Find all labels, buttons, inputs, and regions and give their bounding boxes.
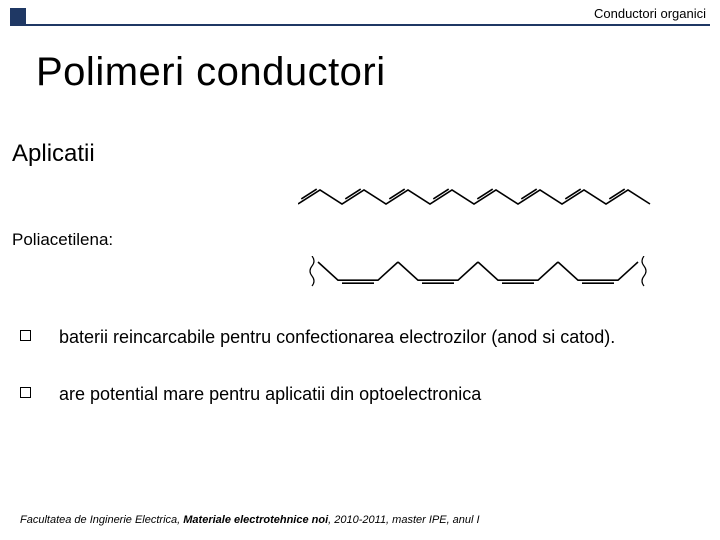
list-item: are potential mare pentru aplicatii din …: [20, 383, 690, 406]
polymer-label: Poliacetilena:: [12, 230, 113, 250]
list-item: baterii reincarcabile pentru confectiona…: [20, 326, 690, 349]
bullet-marker-icon: [20, 387, 31, 398]
header-accent-line: [10, 24, 710, 26]
footer-prefix: Facultatea de Inginerie Electrica,: [20, 514, 183, 526]
cis-polyacetylene-diagram: [298, 256, 698, 296]
bullet-marker-icon: [20, 330, 31, 341]
bullet-list: baterii reincarcabile pentru confectiona…: [20, 326, 690, 439]
bullet-text: baterii reincarcabile pentru confectiona…: [59, 326, 615, 349]
trans-polyacetylene-diagram: [298, 186, 658, 214]
slide-header: Conductori organici: [10, 8, 710, 36]
header-label: Conductori organici: [594, 6, 706, 21]
footer-bold: Materiale electrotehnice noi: [183, 514, 328, 526]
page-title: Polimeri conductori: [36, 50, 386, 95]
bullet-text: are potential mare pentru aplicatii din …: [59, 383, 481, 406]
slide-footer: Facultatea de Inginerie Electrica, Mater…: [20, 514, 700, 526]
footer-suffix: , 2010-2011, master IPE, anul I: [328, 514, 479, 526]
section-subtitle: Aplicatii: [12, 140, 95, 168]
header-accent-square: [10, 8, 26, 24]
